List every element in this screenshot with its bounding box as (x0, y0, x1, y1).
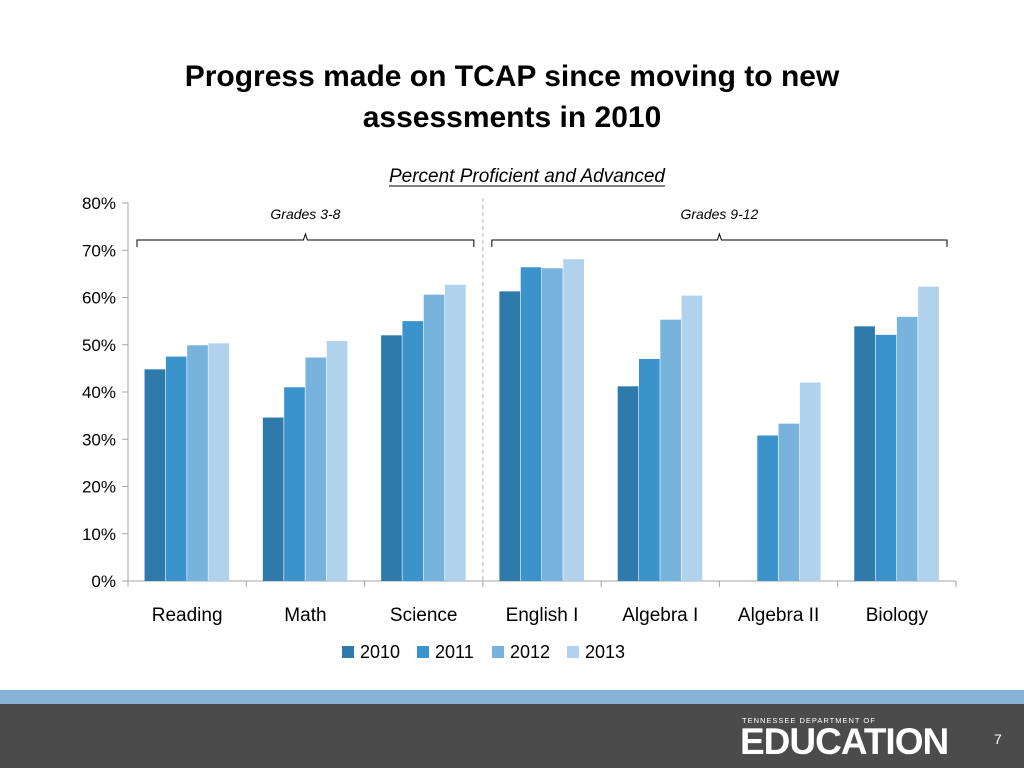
bar-2010 (381, 335, 402, 581)
slide-title: Progress made on TCAP since moving to ne… (62, 56, 962, 138)
bar-2010 (144, 369, 166, 581)
bar-2010 (499, 291, 521, 581)
bar-2011 (875, 334, 897, 581)
x-tick-label: Algebra II (738, 605, 819, 626)
bar-2012 (305, 357, 327, 581)
x-tick-label: Reading (152, 605, 223, 626)
bar-2011 (165, 356, 187, 581)
chart-subtitle: Percent Proficient and Advanced (389, 166, 666, 187)
y-tick-label: 60% (82, 289, 116, 308)
legend-swatch (342, 646, 354, 658)
grade-band-bracket (136, 232, 475, 247)
bar-2010 (617, 386, 639, 581)
bar-2013 (563, 259, 584, 581)
bar-2012 (896, 316, 918, 581)
logo-education-text: EDUCATION (740, 721, 949, 762)
legend-label: 2012 (510, 642, 550, 662)
y-tick-label: 0% (91, 572, 116, 591)
slide-title-line-1: Progress made on TCAP since moving to ne… (184, 60, 840, 93)
bar-2011 (402, 321, 424, 581)
bar-2010 (262, 417, 284, 581)
bar-2013 (445, 284, 466, 581)
x-tick-label: Biology (866, 605, 929, 626)
bar-2012 (660, 319, 681, 581)
y-tick-label: 70% (82, 241, 116, 260)
y-tick-label: 50% (82, 336, 116, 355)
y-tick-label: 80% (82, 194, 116, 213)
footer-bar (0, 704, 1024, 768)
bar-2010 (854, 326, 875, 581)
x-tick-label: Algebra I (622, 605, 698, 626)
y-tick-label: 20% (82, 478, 116, 497)
bar-2013 (799, 382, 821, 581)
grade-band-label: Grades 9-12 (681, 206, 759, 222)
x-tick-label: Science (390, 605, 458, 626)
grade-band-annotations: Grades 3-8 Grades 9-12 (136, 198, 948, 581)
y-tick-label: 40% (82, 383, 116, 402)
bar-2011 (284, 387, 305, 581)
legend-label: 2011 (435, 642, 474, 662)
bar-2011 (520, 267, 542, 581)
legend-swatch (417, 646, 429, 658)
legend: 2010 2011 2012 2013 (342, 642, 625, 662)
bar-2012 (423, 294, 445, 581)
legend-swatch (492, 646, 504, 658)
y-tick-label: 10% (82, 525, 116, 544)
legend-swatch (567, 646, 579, 658)
logo-department-text: TENNESSEE DEPARTMENT OF (742, 716, 876, 725)
bar-2013 (326, 340, 348, 581)
bar-2012 (778, 423, 800, 581)
bar-2012 (187, 345, 208, 581)
y-tick-label: 30% (82, 430, 116, 449)
x-tick-label: Math (284, 605, 326, 626)
x-tick-label: English I (506, 605, 579, 626)
slide-title-line-2: assessments in 2010 (362, 101, 662, 134)
footer-accent-stripe (0, 690, 1024, 704)
y-axis: 0% 10% 20% 30% 40% 50% 60% 70% 80% (82, 194, 129, 591)
bar-2011 (757, 435, 778, 581)
bar-2013 (918, 286, 939, 581)
bar-2013 (208, 343, 230, 581)
bars (144, 259, 939, 581)
grade-band-label: Grades 3-8 (270, 206, 340, 222)
x-axis: Reading Math Science English I Algebra I Alge… (127, 580, 957, 626)
grade-band-bracket (491, 232, 948, 247)
bar-2013 (681, 295, 703, 581)
bar-chart: Percent Proficient and Advanced 0% 10% 20%… (82, 166, 957, 662)
page-number: 7 (994, 731, 1002, 747)
bar-2011 (638, 358, 660, 581)
legend-label: 2013 (585, 642, 625, 662)
legend-label: 2010 (360, 642, 400, 662)
bar-2012 (542, 268, 563, 581)
